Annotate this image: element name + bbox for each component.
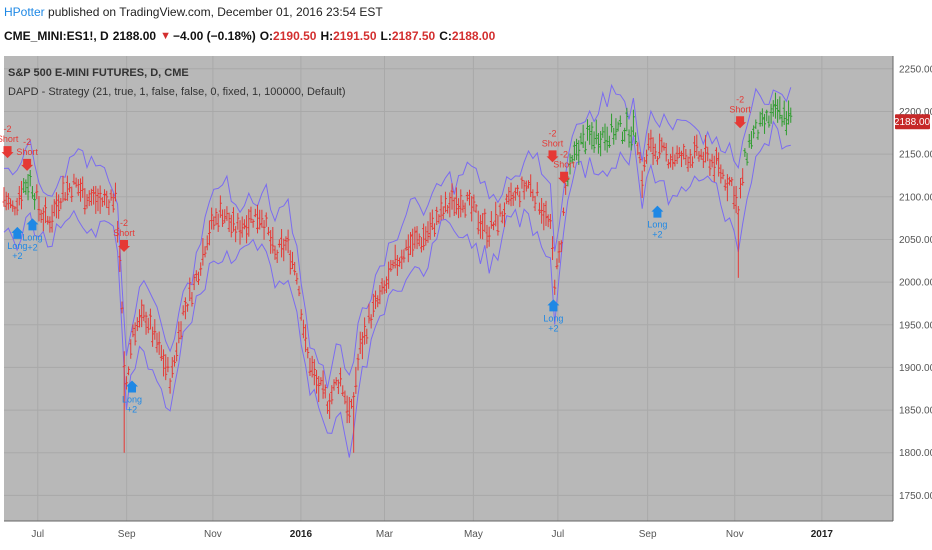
- price-bars: [2, 92, 793, 453]
- time-tick-label: Jul: [551, 529, 564, 540]
- price-tick-label: 1950.00: [899, 320, 932, 331]
- time-axis: Jul Sep Nov 2016 Mar May Jul Sep Nov 2017: [31, 529, 833, 540]
- long-signal: Long+2: [647, 205, 667, 240]
- long-signal: Long+2: [22, 218, 42, 252]
- author-link[interactable]: HPotter: [4, 5, 45, 19]
- signal-label: Short: [113, 228, 135, 238]
- time-tick-label: Nov: [726, 529, 744, 540]
- time-tick-label: Sep: [639, 529, 657, 540]
- band-lines: [3, 83, 792, 458]
- signal-qty: +2: [548, 323, 558, 333]
- ticker-symbol[interactable]: CME_MINI:ES1!, D: [4, 29, 109, 43]
- up-arrow-icon: [126, 380, 139, 393]
- chart-container[interactable]: Short-2Short-2Long+2Long+2Short-2Long+2S…: [0, 52, 932, 550]
- short-signal: Short-2: [113, 218, 135, 252]
- price-tick-label: 1850.00: [899, 406, 932, 417]
- short-signal: Short-2: [729, 94, 751, 129]
- price-tick-label: 1900.00: [899, 363, 932, 374]
- high-value: 2191.50: [333, 29, 377, 43]
- long-signal: Long+2: [122, 380, 142, 414]
- up-arrow-icon: [547, 299, 560, 312]
- signal-label: Long: [7, 241, 27, 251]
- price-change: −4.00 (−0.18%): [172, 29, 256, 43]
- high-label: H:: [320, 29, 334, 43]
- signal-qty: -2: [549, 128, 557, 138]
- signal-qty: +2: [652, 230, 662, 240]
- time-tick-label: 2017: [811, 529, 834, 540]
- price-tick-label: 2200.00: [899, 107, 932, 118]
- time-tick-label: Sep: [118, 529, 136, 540]
- signal-qty: +2: [12, 251, 22, 261]
- signal-label: Short: [0, 134, 19, 144]
- signal-label: Long: [22, 232, 42, 242]
- signal-qty: -2: [560, 150, 568, 160]
- signal-label: Short: [16, 147, 38, 157]
- last-price: 2188.00: [112, 29, 157, 43]
- short-signal: Short-2: [0, 124, 19, 159]
- lower-band-line: [3, 120, 791, 458]
- time-tick-label: May: [464, 529, 483, 540]
- signal-label: Long: [122, 394, 142, 404]
- short-signal: Short-2: [553, 150, 575, 184]
- time-tick-label: Jul: [31, 529, 44, 540]
- up-arrow-icon: [11, 226, 24, 239]
- ticker-line: CME_MINI:ES1!, D 2188.00 ▼ −4.00 (−0.18%…: [4, 27, 499, 45]
- price-chart[interactable]: Short-2Short-2Long+2Long+2Short-2Long+2S…: [0, 52, 932, 550]
- price-tick-label: 2250.00: [899, 64, 932, 75]
- signal-label: Short: [729, 104, 751, 114]
- grid-lines: [4, 56, 893, 521]
- signal-qty: -2: [23, 137, 31, 147]
- down-arrow-icon: [546, 150, 559, 163]
- signal-label: Short: [542, 138, 564, 148]
- strategy-label: DAPD - Strategy (21, true, 1, false, fal…: [8, 86, 346, 98]
- long-signal: Long+2: [543, 299, 563, 333]
- down-arrow-icon: [118, 239, 131, 252]
- publisher-line: HPotter published on TradingView.com, De…: [4, 5, 383, 23]
- down-arrow-icon: ▼: [160, 30, 171, 42]
- close-value: 2188.00: [451, 29, 496, 43]
- up-arrow-icon: [651, 205, 664, 218]
- signal-qty: +2: [127, 404, 137, 414]
- signal-qty: -2: [4, 124, 12, 134]
- price-tick-label: 1750.00: [899, 491, 932, 502]
- down-arrow-icon: [1, 146, 14, 159]
- short-signal: Short-2: [542, 128, 564, 163]
- close-label: C:: [439, 29, 452, 43]
- time-tick-label: Mar: [376, 529, 394, 540]
- price-tick-label: 2150.00: [899, 150, 932, 161]
- time-tick-label: 2016: [290, 529, 313, 540]
- signal-label: Long: [543, 313, 563, 323]
- low-value: 2187.50: [391, 29, 436, 43]
- open-label: O:: [259, 29, 274, 43]
- signal-qty: -2: [736, 94, 744, 104]
- time-tick-label: Nov: [204, 529, 222, 540]
- price-tick-label: 2050.00: [899, 235, 932, 246]
- down-arrow-icon: [734, 116, 747, 129]
- chart-title: S&P 500 E-MINI FUTURES, D, CME: [8, 67, 189, 79]
- signal-markers: Short-2Short-2Long+2Long+2Short-2Long+2S…: [0, 94, 751, 414]
- price-axis: 1750.00 1800.00 1850.00 1900.00 1950.00 2000.…: [899, 64, 932, 502]
- price-tag-label: 2188.00: [894, 117, 931, 128]
- price-tag: 2188.00: [894, 114, 931, 130]
- long-signal: Long+2: [7, 226, 27, 261]
- price-tick-label: 1800.00: [899, 448, 932, 459]
- signal-label: Short: [553, 160, 575, 170]
- short-signal: Short-2: [16, 137, 38, 171]
- plot-area[interactable]: [4, 56, 893, 521]
- price-tick-label: 2000.00: [899, 278, 932, 289]
- up-arrow-icon: [26, 218, 39, 231]
- signal-qty: +2: [27, 242, 37, 252]
- published-text: published on TradingView.com, December 0…: [48, 5, 383, 19]
- signal-label: Long: [647, 220, 667, 230]
- open-value: 2190.50: [273, 29, 317, 43]
- low-label: L:: [380, 29, 392, 43]
- down-arrow-icon: [558, 171, 571, 184]
- down-arrow-icon: [21, 158, 34, 171]
- price-tick-label: 2100.00: [899, 192, 932, 203]
- upper-band-line: [3, 83, 792, 389]
- signal-qty: -2: [120, 218, 128, 228]
